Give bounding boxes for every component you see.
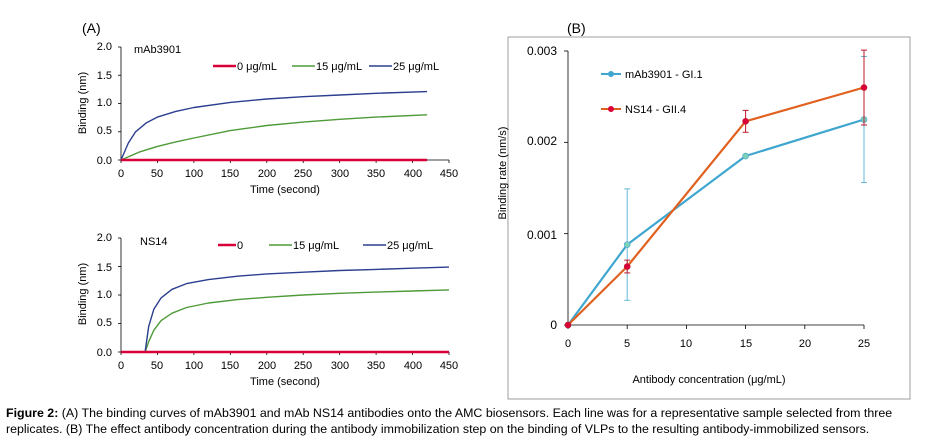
caption-text: (A) The binding curves of mAb3901 and mA… <box>6 406 893 436</box>
chart-a1-ylabel: Binding (nm) <box>77 72 89 134</box>
legend-label-25ug: 25 μg/mL <box>393 61 439 73</box>
panel-a-label: (A) <box>82 20 101 36</box>
legend-marker-mab3901 <box>608 71 614 77</box>
data-point-mab3901 <box>742 152 749 160</box>
legend-label-0ug: 0 μg/mL <box>237 61 277 73</box>
chart-a2-ytick-label: 1.5 <box>97 262 112 274</box>
chart-a2-ylabel: Binding (nm) <box>77 263 89 325</box>
panel-b-label: (B) <box>567 20 586 36</box>
chart-a1-ytick-label: 1.0 <box>97 97 112 109</box>
data-point-ns14 <box>564 321 572 329</box>
chart-a1-xlabel: Time (second) <box>250 184 320 196</box>
chart-a1-plot-area <box>118 46 450 163</box>
chart-a1-xtick-label: 300 <box>331 168 349 180</box>
chart-b-ylabel: Binding rate (nm/s) <box>497 127 509 220</box>
series-line-15ug <box>120 114 428 161</box>
series-line-mab3901 <box>567 118 865 326</box>
chart-a2-ytick-label: 0.5 <box>97 317 112 329</box>
chart-a1-title: mAb3901 <box>134 44 181 56</box>
chart-a1-ytick-label: 2.0 <box>97 41 112 53</box>
chart-a1-xtick-label: 400 <box>404 168 422 180</box>
chart-mab3901: mAb3901 Binding (nm) Time (second) 2.0 1… <box>77 41 458 196</box>
chart-b-xtick-label: 0 <box>565 338 571 350</box>
chart-b-xtick-label: 10 <box>680 338 692 350</box>
chart-b-ytick-label: 0.002 <box>527 134 557 148</box>
chart-b-xlabel: Antibody concentration (μg/mL) <box>632 374 785 386</box>
figure-caption: Figure 2: (A) The binding curves of mAb3… <box>6 405 941 437</box>
chart-b-frame <box>507 36 911 400</box>
chart-a1-xtick-label: 200 <box>258 168 276 180</box>
legend-label-25ug: 25 μg/mL <box>387 240 433 252</box>
series-line-25ug <box>121 266 450 353</box>
chart-a2-ytick-label: 1.0 <box>97 289 112 301</box>
series-line-15ug <box>121 289 450 353</box>
chart-b-ytick-label: 0 <box>550 318 557 332</box>
chart-a1-xtick-label: 250 <box>294 168 312 180</box>
chart-a2-xtick-label: 100 <box>185 360 203 372</box>
chart-a1-xtick-label: 100 <box>185 168 203 180</box>
chart-a1-xtick-label: 50 <box>151 168 163 180</box>
chart-a1-xtick-label: 0 <box>118 168 124 180</box>
chart-a2-xtick-label: 250 <box>294 360 312 372</box>
series-line-ns14 <box>567 86 865 326</box>
chart-a2-xtick-label: 50 <box>151 360 163 372</box>
chart-b-xtick-label: 25 <box>858 338 870 350</box>
chart-a2-xtick-label: 0 <box>118 360 124 372</box>
chart-a2-xtick-label: 150 <box>221 360 239 372</box>
chart-ns14: NS14 Binding (nm) Time (second) 2.0 1.5 … <box>77 232 458 388</box>
chart-a1-xtick-label: 450 <box>440 168 458 180</box>
chart-a2-ytick-label: 0.0 <box>97 347 112 359</box>
data-point-ns14 <box>623 263 631 270</box>
legend-label-ns14: NS14 - GII.4 <box>625 104 686 116</box>
legend-label-0: 0 <box>237 240 243 252</box>
chart-a2-xtick-label: 300 <box>331 360 349 372</box>
legend-label-mab3901: mAb3901 - GI.1 <box>625 69 703 81</box>
chart-binding-rate: Binding rate (nm/s) Antibody concentrati… <box>497 36 911 400</box>
chart-a2-xtick-label: 450 <box>440 360 458 372</box>
chart-a1-ytick-label: 0.5 <box>97 125 112 137</box>
data-point-mab3901 <box>623 241 631 248</box>
chart-a2-xtick-label: 200 <box>258 360 276 372</box>
legend-marker-ns14 <box>608 106 614 112</box>
chart-b-ytick-label: 0.003 <box>527 44 557 58</box>
chart-a1-ytick-label: 1.5 <box>97 70 112 82</box>
chart-b-xtick-label: 20 <box>799 338 811 350</box>
chart-b-plot-area <box>564 49 868 329</box>
data-point-ns14 <box>742 118 749 125</box>
data-point-ns14 <box>860 84 868 91</box>
series-line-25ug <box>120 90 428 161</box>
chart-a1-ytick-label: 0.0 <box>97 155 112 167</box>
chart-a2-plot-area <box>118 237 450 355</box>
chart-a1-xtick-label: 350 <box>367 168 385 180</box>
chart-a2-ytick-label: 2.0 <box>97 232 112 244</box>
legend-label-15ug: 15 μg/mL <box>316 61 362 73</box>
chart-a2-xtick-label: 400 <box>404 360 422 372</box>
chart-a2-xtick-label: 350 <box>367 360 385 372</box>
chart-b-xtick-label: 5 <box>624 338 630 350</box>
chart-b-xtick-label: 15 <box>740 338 752 350</box>
chart-a2-xlabel: Time (second) <box>250 376 320 388</box>
legend-label-15ug: 15 μg/mL <box>293 240 339 252</box>
chart-b-ytick-label: 0.001 <box>527 228 557 242</box>
chart-a2-title: NS14 <box>140 236 168 248</box>
caption-label: Figure 2: <box>6 406 59 420</box>
chart-a1-xtick-label: 150 <box>221 168 239 180</box>
